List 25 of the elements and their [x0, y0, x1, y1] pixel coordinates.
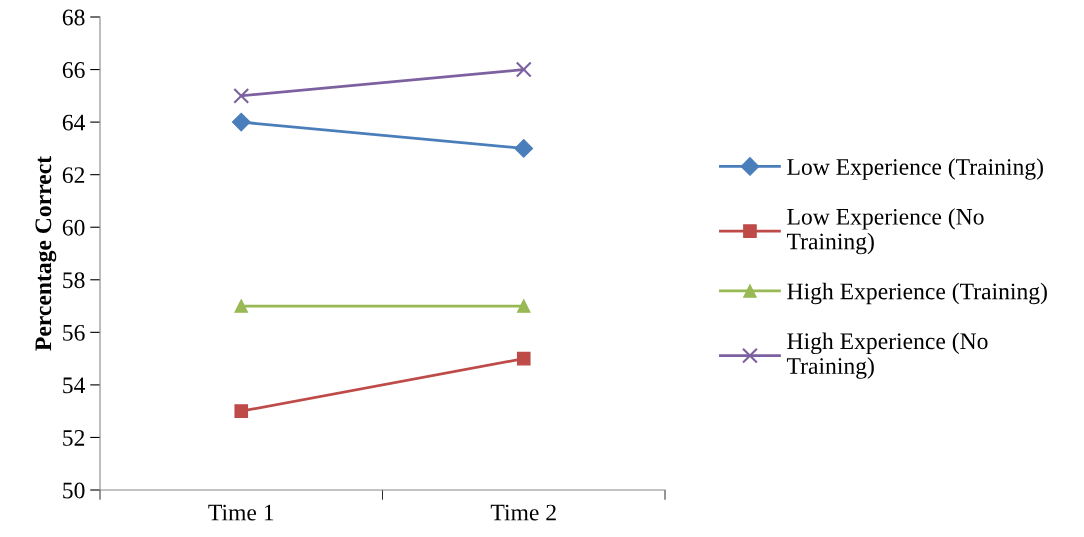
y-tick-label: 64 [62, 114, 86, 131]
y-tick-label: 50 [63, 482, 85, 499]
y-tick-label: 68 [62, 9, 85, 26]
legend-label: High Experience (No Training) [786, 332, 988, 379]
legend-label: Low Experience (Training) [787, 158, 1043, 180]
y-tick-label: 62 [62, 167, 85, 184]
y-tick-label: 58 [63, 272, 85, 289]
point [233, 87, 250, 104]
legend-label: High Experience (Training) [787, 282, 1047, 305]
legend-label: Low Experience (No Training) [786, 208, 984, 255]
x-tick-label: Time 2 [490, 504, 556, 521]
x-tick-label: Time 1 [208, 504, 274, 521]
point [515, 61, 532, 78]
y-tick-label: 56 [63, 324, 85, 341]
point [516, 351, 531, 366]
y-tick-label: 54 [63, 377, 86, 394]
y-tick-label: 52 [63, 430, 85, 446]
y-tick-label: 66 [62, 62, 85, 78]
point [516, 299, 531, 313]
y-axis-title: Percentage Correct [35, 156, 57, 351]
point [514, 138, 534, 158]
point [234, 404, 249, 418]
y-tick-label: 60 [62, 219, 85, 236]
point [231, 112, 251, 132]
point [234, 299, 249, 313]
